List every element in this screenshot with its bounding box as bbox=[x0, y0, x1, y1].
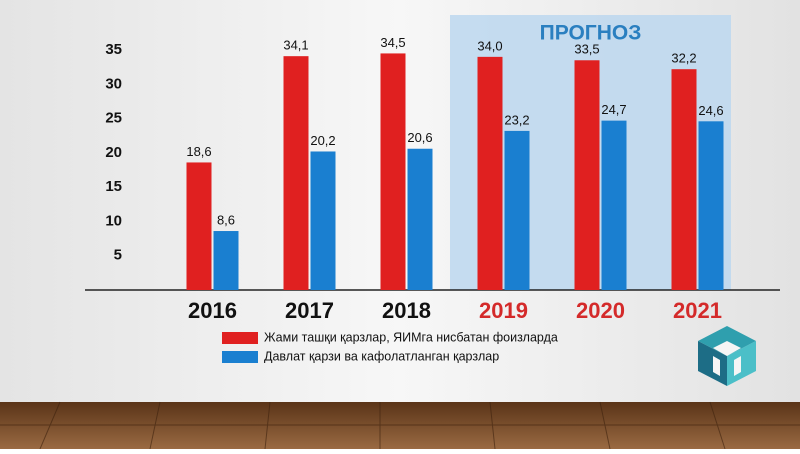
bar bbox=[601, 120, 627, 290]
value-label: 20,2 bbox=[310, 133, 335, 148]
legend-label: Давлат қарзи ва кафолатланган қарзлар bbox=[264, 349, 499, 363]
x-tick-label: 2020 bbox=[576, 298, 625, 323]
bar bbox=[310, 151, 336, 290]
y-tick-label: 15 bbox=[105, 178, 122, 195]
value-label: 18,6 bbox=[186, 144, 211, 159]
bar bbox=[213, 231, 239, 290]
bar bbox=[186, 162, 212, 290]
legend-label: Жами ташқи қарзлар, ЯИМга нисбатан фоизл… bbox=[264, 330, 558, 344]
value-label: 24,7 bbox=[601, 102, 626, 117]
x-tick-label: 2017 bbox=[285, 298, 334, 323]
value-label: 34,0 bbox=[477, 38, 502, 53]
x-tick-label: 2016 bbox=[188, 298, 237, 323]
value-label: 34,1 bbox=[283, 38, 308, 53]
x-tick-label: 2019 bbox=[479, 298, 528, 323]
value-label: 23,2 bbox=[504, 112, 529, 127]
value-label: 8,6 bbox=[217, 212, 235, 227]
value-label: 33,5 bbox=[574, 42, 599, 57]
x-tick-label: 2021 bbox=[673, 298, 722, 323]
legend-swatch bbox=[222, 332, 258, 344]
y-tick-label: 35 bbox=[105, 41, 122, 58]
legend-swatch bbox=[222, 351, 258, 363]
bar bbox=[698, 121, 724, 290]
y-tick-label: 5 bbox=[114, 247, 122, 264]
value-label: 20,6 bbox=[407, 130, 432, 145]
y-tick-label: 10 bbox=[105, 212, 122, 229]
value-label: 34,5 bbox=[380, 35, 405, 50]
forecast-label: ПРОГНОЗ bbox=[540, 22, 642, 45]
bar bbox=[407, 148, 433, 290]
bar bbox=[380, 53, 406, 290]
bar bbox=[671, 69, 697, 290]
value-label: 24,6 bbox=[698, 103, 723, 118]
y-tick-label: 25 bbox=[105, 110, 122, 127]
floor-boards bbox=[0, 401, 800, 450]
logo bbox=[698, 326, 756, 386]
bar bbox=[477, 56, 503, 290]
bar bbox=[504, 130, 530, 290]
y-tick-label: 20 bbox=[105, 144, 122, 161]
bar bbox=[283, 56, 309, 290]
value-label: 32,2 bbox=[671, 51, 696, 66]
x-tick-label: 2018 bbox=[382, 298, 431, 323]
bar bbox=[574, 60, 600, 291]
y-tick-label: 30 bbox=[105, 75, 122, 92]
